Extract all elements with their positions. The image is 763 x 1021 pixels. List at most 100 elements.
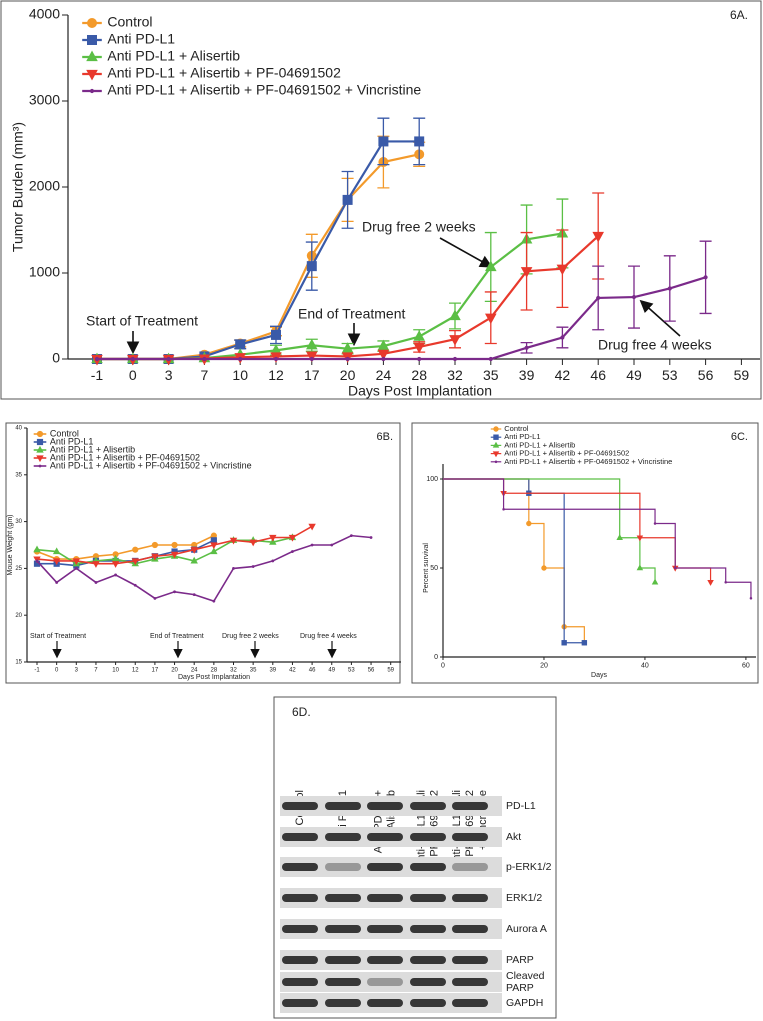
marker: [345, 356, 350, 362]
blot-band: [452, 802, 488, 810]
x-tick-label: 0: [441, 662, 445, 669]
marker: [449, 309, 461, 321]
marker: [653, 522, 657, 525]
marker: [342, 194, 353, 205]
marker: [520, 267, 533, 278]
marker: [414, 136, 425, 147]
legend-label: Anti PD-L1 + Alisertib + PF-04691502 + V…: [50, 460, 252, 470]
x-tick-label: 7: [201, 367, 209, 383]
annotation: Start of Treatment: [86, 313, 198, 329]
annotation: Start of Treatment: [30, 633, 86, 640]
blot-band: [452, 894, 488, 902]
x-tick-label: 3: [165, 367, 173, 383]
marker: [667, 286, 672, 291]
marker: [166, 356, 171, 362]
legend-label: Anti PD-L1 + Alisertib + PF-04691502: [504, 449, 629, 458]
legend-label: Anti PD-L1: [50, 436, 94, 446]
x-axis-label: Days Post Implantation: [178, 674, 250, 681]
blot-band: [325, 894, 361, 902]
survival-curve: [443, 478, 656, 583]
marker: [151, 553, 159, 561]
x-tick-label: 59: [734, 367, 750, 383]
legend-label: Anti PD-L1 + Alisertib + PF-04691502: [107, 65, 341, 81]
x-tick-label: 17: [304, 367, 320, 383]
row-label: Cleaved: [506, 970, 545, 982]
marker: [86, 50, 98, 62]
x-tick-label: 3: [75, 667, 79, 673]
marker: [341, 342, 354, 353]
panel-label: 6D.: [292, 705, 311, 719]
marker: [210, 537, 217, 544]
marker: [192, 593, 196, 597]
blot-band: [410, 802, 446, 810]
x-tick-label: 53: [662, 367, 678, 383]
legend-label: Anti PD-L1 + Alisertib + PF-04691502 + V…: [504, 457, 672, 466]
blot-band: [282, 925, 318, 933]
x-tick-label: 0: [55, 667, 59, 673]
x-tick-label: 59: [387, 667, 394, 673]
marker: [210, 547, 218, 555]
marker: [232, 566, 235, 570]
marker: [251, 565, 255, 568]
x-tick-label: 56: [698, 367, 714, 383]
marker: [449, 335, 461, 346]
x-axis-label: Days Post Implantation: [348, 383, 492, 399]
panel-label: 6A.: [730, 8, 748, 22]
marker: [596, 295, 601, 301]
marker: [560, 335, 565, 340]
marker: [273, 356, 279, 362]
legend-label: Anti PD-L1 + Alisertib: [107, 48, 240, 64]
x-axis-label: Days: [591, 672, 607, 679]
marker: [229, 537, 238, 545]
x-tick-label: 46: [590, 367, 606, 383]
marker: [249, 539, 257, 547]
y-tick-label: 30: [15, 519, 22, 525]
marker: [413, 342, 425, 354]
row-label: PARP: [506, 954, 534, 966]
marker: [94, 356, 100, 362]
marker: [89, 88, 95, 94]
x-tick-label: 20: [340, 367, 356, 383]
blot-band: [325, 978, 361, 986]
panel-label: 6C.: [731, 431, 748, 443]
marker: [94, 581, 98, 584]
blot-band: [410, 894, 446, 902]
blot-band: [282, 978, 318, 986]
marker: [306, 261, 317, 272]
row-label: GAPDH: [506, 997, 543, 1009]
blot-band: [325, 956, 361, 964]
y-tick-label: 3000: [29, 92, 60, 108]
marker: [526, 520, 532, 527]
panel-label: 6B.: [376, 431, 393, 443]
legend-label: Anti PD-L1 + Alisertib + PF-04691502: [50, 452, 200, 462]
marker: [306, 338, 318, 350]
survival-curve: [443, 478, 585, 644]
marker: [235, 339, 246, 350]
blot-band: [367, 925, 403, 933]
marker: [673, 566, 677, 570]
marker: [493, 426, 499, 432]
marker: [269, 538, 277, 545]
x-tick-label: 56: [368, 667, 375, 673]
y-tick-label: 35: [15, 472, 22, 478]
x-tick-label: -1: [34, 667, 40, 673]
panel-a-frame: [0, 0, 762, 400]
marker: [111, 554, 120, 562]
y-axis-label: Mouse Weight (gm): [7, 515, 14, 576]
marker: [592, 231, 604, 243]
marker: [485, 313, 497, 325]
marker: [133, 583, 137, 587]
marker: [36, 445, 44, 453]
legend-label: Anti PD-L1: [504, 432, 540, 441]
marker: [494, 460, 498, 464]
blot-band: [410, 833, 446, 841]
marker: [74, 566, 78, 570]
x-tick-label: 32: [447, 367, 463, 383]
x-tick-label: 24: [376, 367, 392, 383]
marker: [33, 545, 41, 553]
marker: [310, 543, 314, 547]
marker: [55, 581, 59, 584]
x-tick-label: 10: [232, 367, 248, 383]
series-line: [97, 232, 563, 361]
